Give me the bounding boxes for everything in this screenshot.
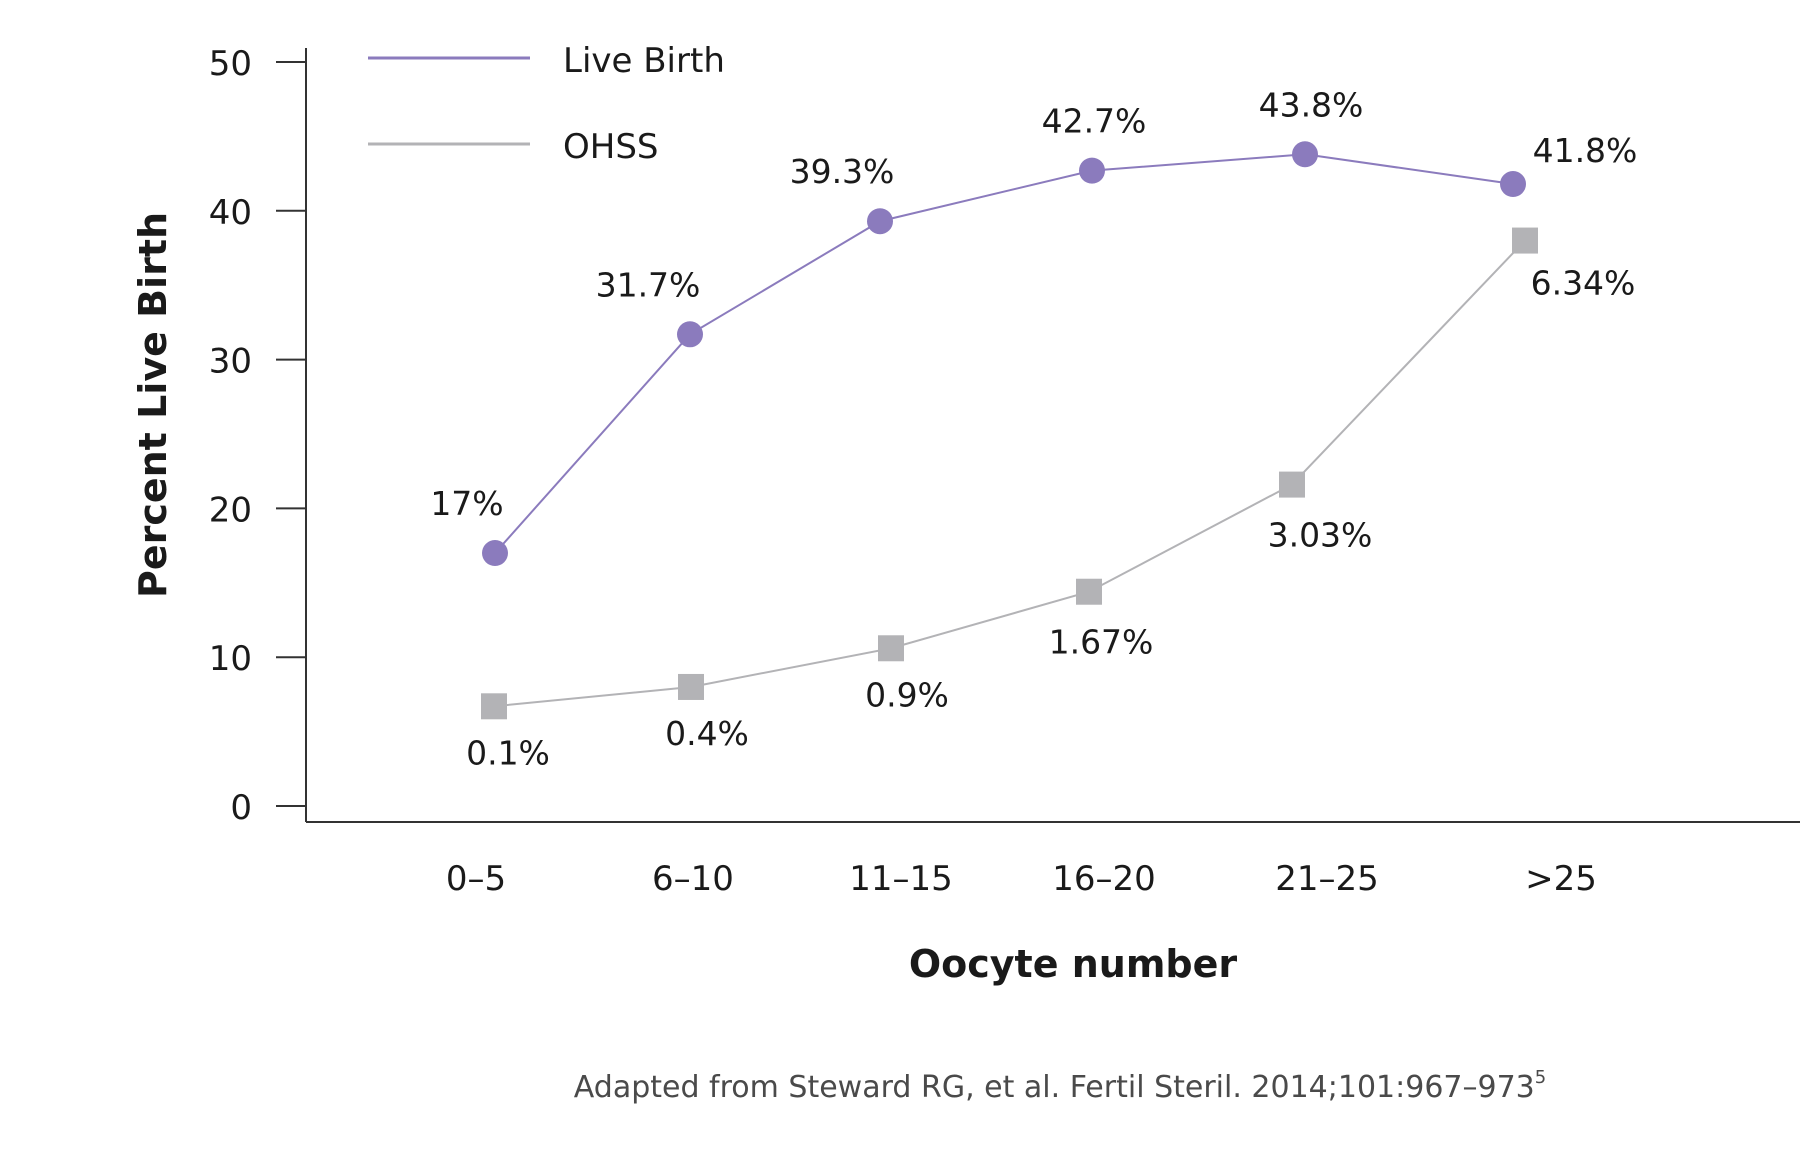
data-point: [677, 321, 703, 348]
data-label: 42.7%: [1042, 102, 1147, 141]
series-ohss: 0.1% 0.4% 0.9% 1.67% 3.03% 6.34%: [466, 227, 1636, 772]
data-label: 31.7%: [596, 265, 701, 304]
data-label: 6.34%: [1531, 264, 1636, 303]
data-point: [482, 540, 508, 567]
x-axis-title: Oocyte number: [909, 942, 1238, 986]
data-point: [678, 673, 704, 700]
y-tick-label: 30: [209, 342, 252, 382]
y-axis-ticks: 0 10 20 30 40 50: [209, 44, 306, 828]
data-label: 17%: [430, 484, 503, 523]
x-tick-label: 6–10: [652, 859, 734, 899]
series-live-birth: 17% 31.7% 39.3% 42.7% 43.8% 41.8%: [430, 85, 1638, 567]
data-point: [878, 635, 904, 662]
legend: Live Birth OHSS: [368, 41, 725, 167]
data-point: [1079, 157, 1105, 184]
data-label: 39.3%: [790, 152, 895, 191]
legend-label: Live Birth: [563, 41, 725, 81]
source-footnote-superscript: 5: [1535, 1067, 1546, 1088]
y-tick-label: 10: [209, 639, 252, 679]
y-tick-label: 50: [209, 44, 252, 84]
x-tick-label: 21–25: [1275, 859, 1379, 899]
x-axis-ticks: 0–5 6–10 11–15 16–20 21–25 >25: [446, 859, 1597, 899]
data-label: 0.4%: [665, 714, 749, 753]
data-label: 43.8%: [1259, 85, 1364, 124]
data-point: [1512, 227, 1538, 254]
y-tick-label: 20: [209, 490, 252, 530]
y-tick-label: 0: [230, 788, 252, 828]
source-footnote-text: Adapted from Steward RG, et al. Fertil S…: [574, 1070, 1535, 1105]
data-label: 0.9%: [865, 675, 949, 714]
data-label: 0.1%: [466, 733, 550, 772]
data-label: 41.8%: [1533, 131, 1638, 170]
data-point: [1076, 578, 1102, 605]
series-layer: 17% 31.7% 39.3% 42.7% 43.8% 41.8% 0.1% 0.4% 0.9%…: [430, 85, 1637, 772]
y-axis-title: Percent Live Birth: [131, 212, 175, 598]
series-line: [493, 239, 1526, 708]
data-label: 3.03%: [1268, 516, 1373, 555]
chart-axes: [305, 48, 1800, 823]
x-tick-label: 0–5: [446, 859, 506, 899]
source-footnote: Adapted from Steward RG, et al. Fertil S…: [574, 1067, 1546, 1105]
legend-label: OHSS: [563, 127, 659, 167]
x-tick-label: 16–20: [1052, 859, 1156, 899]
series-line: [494, 153, 1514, 554]
x-tick-label: 11–15: [849, 859, 953, 899]
y-tick-label: 40: [209, 193, 252, 233]
data-point: [1500, 171, 1526, 198]
data-point: [1292, 141, 1318, 168]
data-label: 1.67%: [1049, 623, 1154, 662]
data-point: [1279, 471, 1305, 498]
x-tick-label: >25: [1525, 859, 1597, 899]
data-point: [867, 208, 893, 235]
data-point: [481, 693, 507, 720]
